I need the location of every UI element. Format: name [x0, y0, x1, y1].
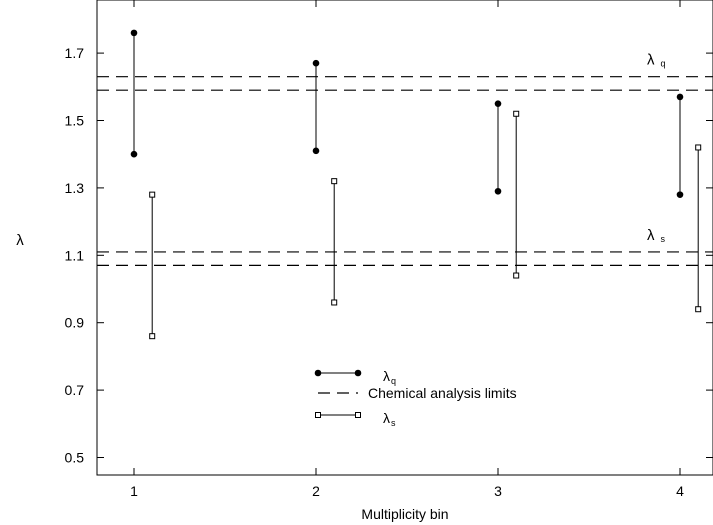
- range-endpoint-circle: [494, 100, 502, 107]
- range-endpoint-circle: [312, 59, 320, 67]
- y-tick-label: 1.5: [65, 113, 85, 129]
- y-tick-label: 1.1: [65, 247, 85, 263]
- legend-label: λs: [383, 410, 396, 428]
- range-endpoint-circle: [494, 187, 502, 195]
- legend-label: λq: [383, 368, 396, 386]
- y-tick-label: 0.5: [65, 450, 85, 466]
- range-endpoint-square: [695, 144, 702, 151]
- range-endpoint-square: [331, 299, 338, 306]
- range-endpoint-square: [331, 178, 338, 185]
- x-axis-label: Multiplicity bin: [361, 506, 448, 522]
- legend-marker-square: [315, 412, 321, 418]
- plot-frame: [96, 0, 713, 476]
- range-endpoint-circle: [676, 93, 684, 101]
- legend-marker-circle: [314, 369, 322, 377]
- x-tick-label: 3: [494, 483, 502, 499]
- legend-marker-square: [355, 412, 361, 418]
- y-axis-label: λ: [16, 232, 24, 249]
- x-tick-label: 1: [130, 483, 138, 499]
- range-endpoint-circle: [312, 147, 320, 155]
- y-tick-label: 0.7: [65, 382, 85, 398]
- x-tick-label: 4: [676, 483, 684, 499]
- legend-label: Chemical analysis limits: [368, 385, 517, 401]
- y-tick-label: 1.7: [65, 45, 85, 61]
- y-tick-label: 1.3: [65, 180, 85, 196]
- range-endpoint-circle: [130, 29, 138, 37]
- range-endpoint-square: [149, 191, 156, 198]
- range-endpoint-square: [149, 333, 156, 340]
- x-tick-label: 2: [312, 483, 320, 499]
- range-endpoint-square: [513, 110, 520, 117]
- legend-marker-circle: [354, 369, 362, 377]
- y-tick-label: 0.9: [65, 315, 85, 331]
- range-endpoint-circle: [676, 191, 684, 198]
- range-endpoint-circle: [130, 150, 138, 158]
- range-endpoint-square: [695, 306, 702, 313]
- range-endpoint-square: [513, 272, 520, 279]
